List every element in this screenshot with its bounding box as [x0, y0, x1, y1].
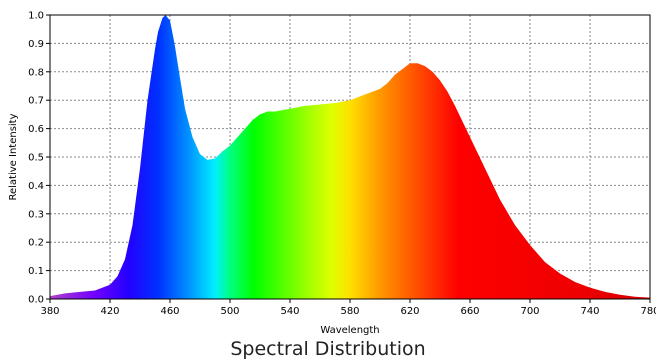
y-tick-label: 0.6: [28, 124, 44, 135]
y-tick-label: 0.2: [28, 238, 44, 249]
x-tick-label: 380: [40, 306, 59, 317]
x-tick-label: 460: [160, 306, 179, 317]
y-tick-label: 1.0: [28, 11, 44, 22]
x-tick-label: 620: [400, 306, 419, 317]
x-tick-label: 540: [280, 306, 299, 317]
x-tick-label: 700: [520, 306, 539, 317]
y-tick-label: 0.0: [28, 295, 44, 306]
y-tick-label: 0.3: [28, 209, 44, 220]
y-tick-label: 0.4: [28, 181, 44, 192]
x-tick-label: 740: [580, 306, 599, 317]
y-tick-label: 0.1: [28, 266, 44, 277]
spectrum-area: [50, 15, 650, 299]
x-tick-label: 780: [640, 306, 656, 317]
x-axis-label: Wavelength: [320, 325, 379, 336]
y-tick-label: 0.7: [28, 96, 44, 107]
y-tick-label: 0.9: [28, 39, 44, 50]
y-axis-ticks: 0.0 0.1 0.2 0.3 0.4 0.5 0.6 0.7 0.8 0.9 1.0: [28, 11, 50, 306]
x-tick-label: 660: [460, 306, 479, 317]
x-tick-label: 420: [100, 306, 119, 317]
x-tick-label: 500: [220, 306, 239, 317]
y-tick-label: 0.5: [28, 153, 44, 164]
chart-caption: Spectral Distribution: [230, 338, 426, 360]
x-tick-label: 580: [340, 306, 359, 317]
y-tick-label: 0.8: [28, 67, 44, 78]
y-axis-label: Relative Intensity: [8, 113, 19, 200]
x-axis-ticks: 380 420 460 500 540 580 620 660 700 740 780: [40, 299, 656, 317]
